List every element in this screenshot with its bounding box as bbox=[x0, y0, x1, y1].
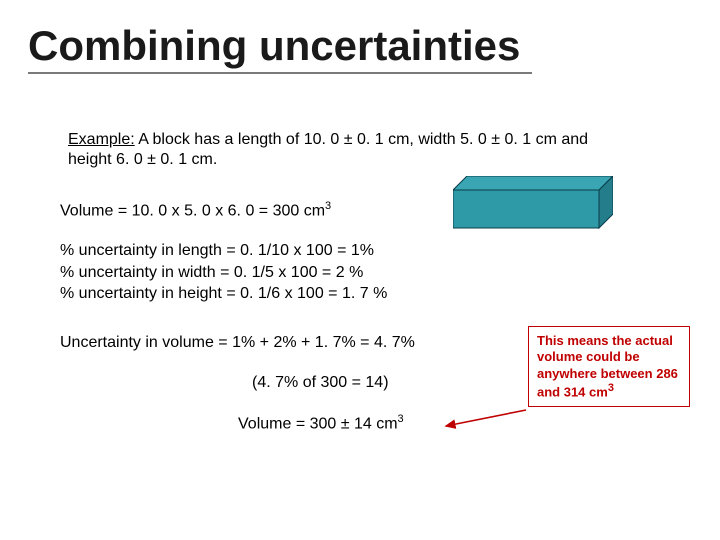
final-volume-text: Volume = 300 ± 14 cm bbox=[238, 415, 398, 432]
example-text: Example: A block has a length of 10. 0 ±… bbox=[68, 130, 596, 170]
block-front-face bbox=[453, 190, 599, 228]
arrow-icon bbox=[440, 408, 530, 436]
pct-length: % uncertainty in length = 0. 1/10 x 100 … bbox=[60, 240, 387, 262]
final-volume: Volume = 300 ± 14 cm3 bbox=[238, 413, 404, 433]
callout-box: This means the actual volume could be an… bbox=[528, 326, 690, 407]
pct-height: % uncertainty in height = 0. 1/6 x 100 =… bbox=[60, 283, 387, 305]
callout-exponent: 3 bbox=[608, 382, 614, 394]
final-volume-exponent: 3 bbox=[398, 413, 404, 425]
percent-uncertainty-block: % uncertainty in length = 0. 1/10 x 100 … bbox=[60, 240, 387, 305]
block-top-face bbox=[453, 176, 613, 190]
example-body: A block has a length of 10. 0 ± 0. 1 cm,… bbox=[68, 131, 588, 168]
volume-exponent: 3 bbox=[325, 200, 331, 212]
volume-text: Volume = 10. 0 x 5. 0 x 6. 0 = 300 cm bbox=[60, 202, 325, 219]
block-3d-icon bbox=[453, 176, 613, 236]
slide-title: Combining uncertainties bbox=[28, 22, 532, 74]
example-label: Example: bbox=[68, 131, 135, 148]
pct-width: % uncertainty in width = 0. 1/5 x 100 = … bbox=[60, 262, 387, 284]
volume-equation: Volume = 10. 0 x 5. 0 x 6. 0 = 300 cm3 bbox=[60, 200, 331, 220]
combined-uncertainty: Uncertainty in volume = 1% + 2% + 1. 7% … bbox=[60, 334, 415, 352]
uncertainty-absolute: (4. 7% of 300 = 14) bbox=[252, 374, 389, 392]
